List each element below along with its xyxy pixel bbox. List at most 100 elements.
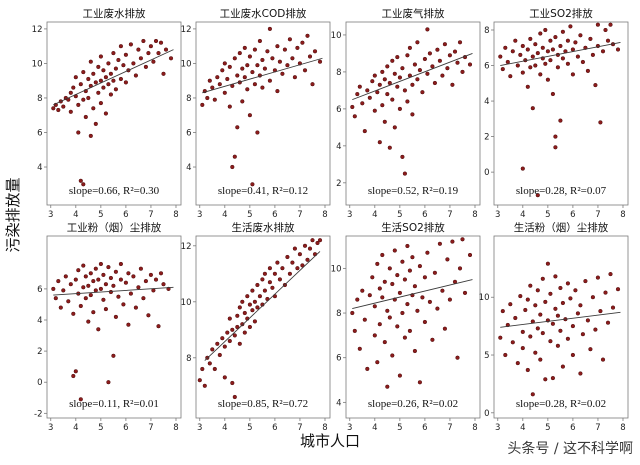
scatter-point (76, 268, 81, 273)
scatter-point (108, 71, 114, 76)
scatter-point (68, 109, 73, 114)
scatter-point (510, 340, 515, 345)
scatter-point (528, 334, 533, 339)
scatter-point (118, 76, 124, 82)
fit-line (53, 286, 174, 296)
scatter-point (280, 71, 285, 76)
scatter-point (247, 324, 252, 330)
scatter-point (445, 257, 450, 262)
scatter-point (503, 45, 508, 50)
scatter-point (168, 56, 174, 61)
scatter-point (565, 336, 571, 341)
scatter-point (227, 338, 232, 344)
scatter-point (415, 308, 420, 313)
scatter-point (500, 67, 505, 72)
scatter-point (101, 272, 106, 277)
scatter-point (387, 315, 392, 320)
scatter-point (560, 29, 566, 34)
scatter-point (240, 299, 245, 304)
scatter-point (307, 54, 313, 59)
scatter-point (578, 371, 583, 376)
scatter-point (550, 376, 556, 381)
scatter-point (543, 61, 548, 66)
scatter-point (138, 56, 143, 61)
scatter-point (280, 266, 285, 271)
scatter-point (222, 375, 227, 380)
scatter-point (385, 64, 390, 69)
scatter-point (545, 261, 551, 266)
scatter-point (520, 166, 525, 171)
scatter-point (91, 310, 96, 315)
scatter-point (267, 26, 272, 31)
scatter-point (450, 239, 455, 244)
scatter-point (141, 38, 146, 44)
scatter-point (51, 106, 56, 111)
scatter-panel: 工业粉（烟）尘排放 3 4 5 6 7 8 -2 0 2 4 6 slope=0.11, R²=0.01 (34, 221, 182, 433)
fit-annotation: slope=0.52, R²=0.19 (368, 185, 459, 197)
scatter-point (118, 261, 124, 267)
scatter-point (91, 106, 96, 111)
scatter-point (98, 261, 104, 267)
scatter-point (385, 384, 390, 389)
scatter-point (317, 59, 323, 64)
scatter-point (568, 296, 573, 301)
scatter-point (255, 63, 260, 68)
scatter-point (605, 320, 611, 325)
scatter-point (118, 44, 124, 49)
scatter-point (415, 40, 420, 45)
scatter-point (412, 348, 417, 354)
scatter-point (608, 22, 613, 27)
scatter-point (287, 271, 292, 276)
scatter-point (242, 45, 247, 51)
scatter-point (106, 61, 111, 66)
scatter-point (103, 282, 109, 287)
scatter-point (212, 366, 217, 372)
scatter-point (397, 290, 402, 295)
scatter-point (245, 294, 250, 299)
scatter-point (352, 328, 357, 333)
scatter-point (111, 353, 116, 358)
x-tick-label: 4 (372, 423, 377, 433)
scatter-point (535, 193, 540, 198)
scatter-point (235, 324, 240, 330)
scatter-point (148, 44, 153, 49)
scatter-point (312, 49, 318, 54)
scatter-point (397, 75, 402, 80)
scatter-points (200, 26, 323, 187)
scatter-point (573, 288, 578, 293)
scatter-point (267, 266, 272, 271)
scatter-point (615, 47, 621, 52)
scatter-point (245, 63, 250, 68)
scatter-point (385, 308, 390, 313)
scatter-point (558, 328, 563, 333)
scatter-point (250, 70, 255, 75)
scatter-point (518, 294, 523, 299)
scatter-point (555, 313, 561, 318)
scatter-point (533, 303, 538, 308)
scatter-point (98, 101, 104, 106)
scatter-point (310, 238, 315, 243)
scatter-point (111, 51, 116, 56)
scatter-point (560, 300, 566, 306)
scatter-point (123, 280, 129, 285)
scatter-point (410, 82, 415, 87)
x-tick-label: 5 (98, 210, 103, 220)
scatter-point (422, 275, 427, 280)
scatter-point (605, 38, 611, 43)
scatter-point (535, 51, 540, 56)
scatter-point (56, 279, 61, 284)
y-tick-label: 8 (336, 309, 341, 319)
fit-annotation: slope=0.26, R²=0.02 (368, 398, 458, 410)
scatter-point (588, 36, 593, 42)
scatter-point (462, 290, 468, 295)
scatter-point (390, 281, 395, 287)
scatter-point (360, 101, 365, 106)
scatter-point (405, 243, 410, 249)
scatter-point (78, 397, 83, 402)
x-tick-label: 5 (98, 423, 103, 433)
scatter-point (106, 265, 111, 270)
scatter-point (73, 75, 78, 80)
scatter-point (365, 366, 370, 371)
scatter-point (200, 102, 205, 108)
scatter-point (412, 62, 417, 67)
